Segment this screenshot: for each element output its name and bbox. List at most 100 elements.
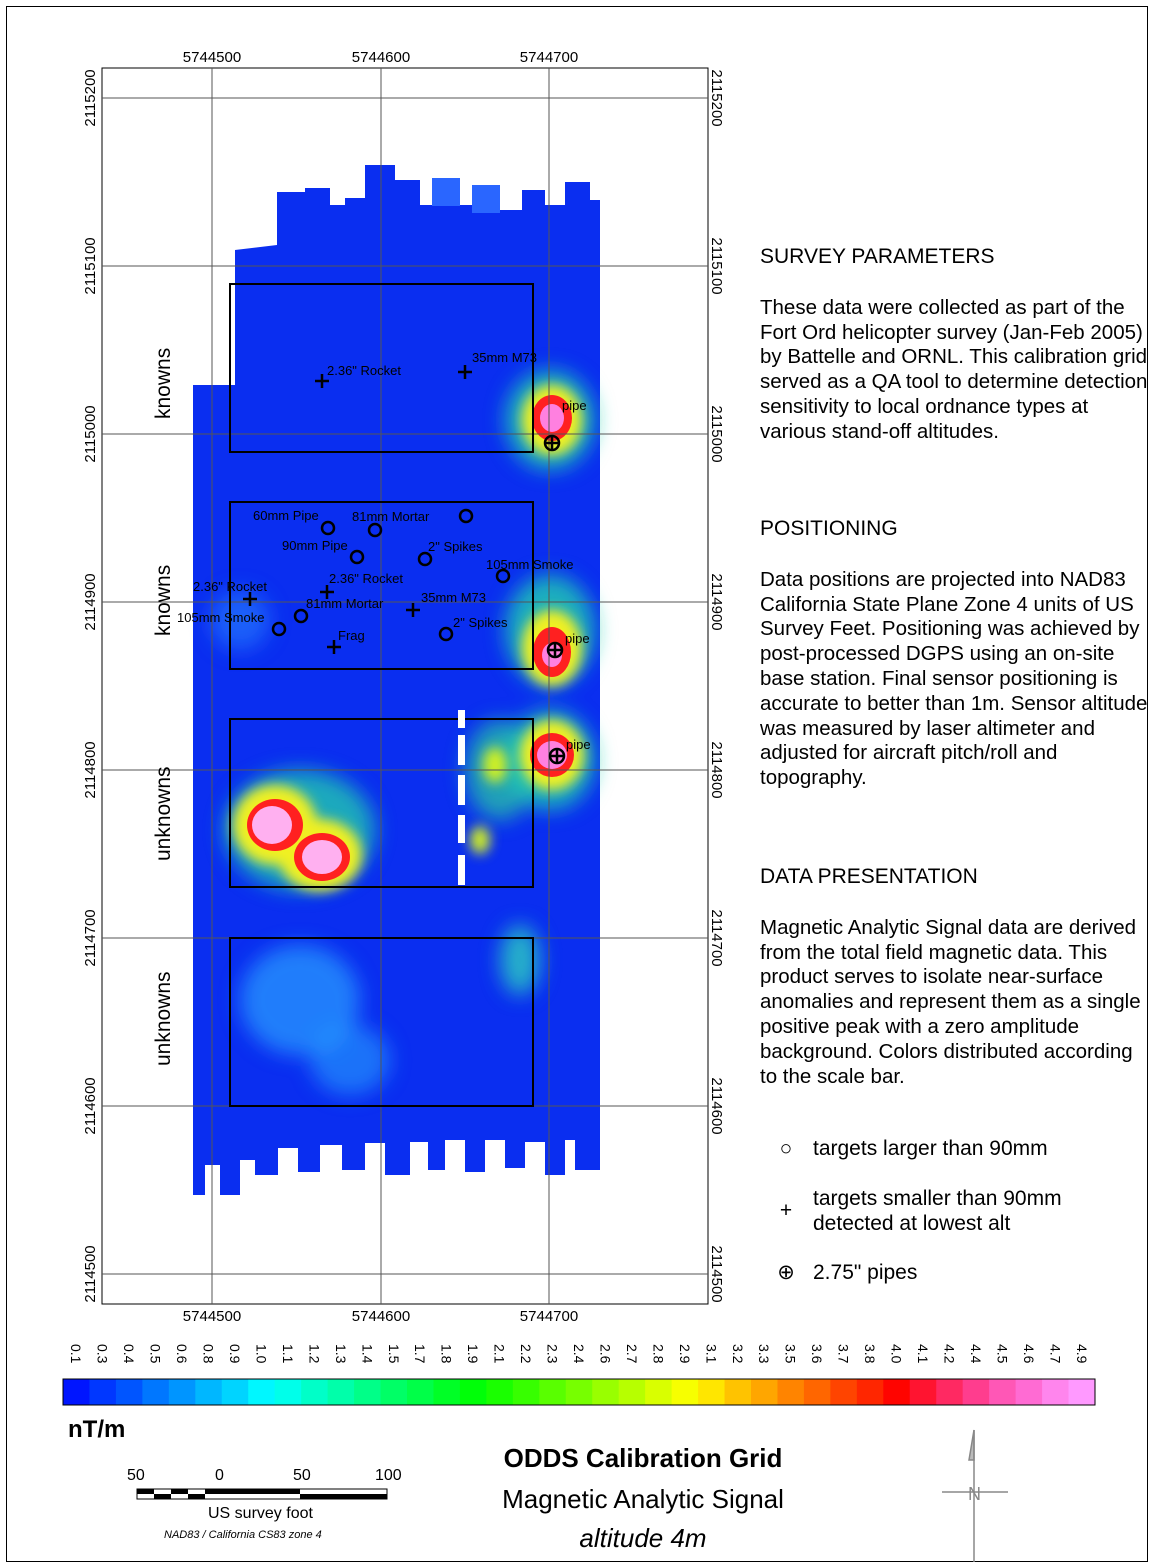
color-bar-cell <box>830 1379 858 1405</box>
color-bar-label: 1.1 <box>280 1344 296 1364</box>
presentation-heading: DATA PRESENTATION <box>760 865 978 888</box>
target-large-81mm-mortar-2 <box>293 608 309 624</box>
color-bar-label: 2.2 <box>518 1344 534 1364</box>
color-bar-labels: 0.1 0.3 0.4 0.5 0.6 0.8 0.9 1.0 1.1 1.2 1.3 1.4 1.5 1… <box>68 1344 1090 1364</box>
survey-text: These data were collected as part of the… <box>760 295 1148 443</box>
color-bar-label: 4.9 <box>1074 1344 1090 1364</box>
bottom-easting-tick: 5744600 <box>352 1308 410 1325</box>
right-northing-tick: 2114500 <box>708 1245 725 1302</box>
color-bar-cell <box>63 1379 90 1405</box>
target-large-90mm-pipe <box>349 549 365 565</box>
circle-icon: ○ <box>779 1137 793 1160</box>
left-northing-tick: 2114700 <box>82 909 99 966</box>
color-bar-cell <box>618 1379 646 1405</box>
color-bar-label: 0.9 <box>227 1344 243 1364</box>
color-bar-cell <box>724 1379 752 1405</box>
color-bar-cell <box>301 1379 329 1405</box>
target-label: 90mm Pipe <box>282 538 348 553</box>
plus-icon: + <box>779 1199 793 1222</box>
color-bar-label: 3.7 <box>836 1344 852 1364</box>
title-line-2: Magnetic Analytic Signal <box>502 1484 784 1514</box>
page-frame <box>6 6 1148 1562</box>
scale-label: 0 <box>215 1467 224 1484</box>
color-bar-cell <box>142 1379 170 1405</box>
scale-label: 50 <box>127 1467 145 1484</box>
target-label: 35mm M73 <box>421 590 486 605</box>
color-bar-label: 0.3 <box>95 1344 111 1364</box>
bottom-easting-tick: 5744500 <box>183 1308 241 1325</box>
color-bar-cell <box>89 1379 117 1405</box>
left-northing-tick: 2114800 <box>82 741 99 798</box>
target-label: 2.36" Rocket <box>329 571 403 586</box>
color-bar-label: 1.7 <box>412 1344 428 1364</box>
target-label: pipe <box>565 631 590 646</box>
northing-tick-layer: 2115200 2115100 2115000 2114900 2114800 … <box>82 69 725 1302</box>
target-label: 81mm Mortar <box>306 596 384 611</box>
color-bar-cell <box>486 1379 514 1405</box>
target-large-81mm-mortar <box>367 522 383 538</box>
color-bar-label: 4.6 <box>1021 1344 1037 1364</box>
target-label: 2.36" Rocket <box>327 363 401 378</box>
color-bar-cell <box>1042 1379 1070 1405</box>
target-large-105mm-smoke <box>495 568 511 584</box>
title-line-3: altitude 4m <box>579 1523 707 1553</box>
legend-pipe-text: 2.75" pipes <box>813 1261 918 1284</box>
right-northing-tick: 2114700 <box>708 909 725 966</box>
data-gap <box>458 710 465 885</box>
color-bar-label: 0.8 <box>201 1344 217 1364</box>
target-label: 105mm Smoke <box>486 557 573 572</box>
color-bar-label: 1.9 <box>465 1344 481 1364</box>
target-label: 2" Spikes <box>428 539 483 554</box>
color-bar-label: 2.8 <box>650 1344 666 1364</box>
color-bar-cell <box>962 1379 990 1405</box>
target-large-spikes <box>417 551 433 567</box>
color-bar-cell <box>883 1379 911 1405</box>
target-large-top <box>458 508 474 524</box>
legend-large-text: targets larger than 90mm <box>813 1137 1048 1160</box>
color-bar-label: 4.2 <box>942 1344 958 1364</box>
data-presentation-section: DATA PRESENTATION Magnetic Analytic Sign… <box>760 865 1152 1089</box>
positioning-section: POSITIONING Data positions are projected… <box>760 517 1152 791</box>
target-large-105mm-smoke-2 <box>271 621 287 637</box>
target-small-markers <box>243 365 472 654</box>
color-bar-label: 3.6 <box>809 1344 825 1364</box>
calibration-grid-boxes <box>229 283 534 1107</box>
color-bar-label: 1.4 <box>359 1344 375 1364</box>
target-large-60mm-pipe <box>320 520 336 536</box>
top-easting-tick: 5744600 <box>352 49 410 66</box>
color-bar-label: 3.3 <box>756 1344 772 1364</box>
presentation-text: Magnetic Analytic Signal data are derive… <box>760 915 1141 1088</box>
color-bar-label: 1.0 <box>254 1344 270 1364</box>
color-bar-label: 3.8 <box>862 1344 878 1364</box>
color-bar-label: 4.7 <box>1047 1344 1063 1364</box>
color-bar-cell <box>1068 1379 1096 1405</box>
target-label: pipe <box>562 398 587 413</box>
pipe-markers <box>543 434 566 765</box>
survey-heading: SURVEY PARAMETERS <box>760 245 995 268</box>
color-bar-label: 2.6 <box>598 1344 614 1364</box>
color-bar-label: 3.5 <box>783 1344 799 1364</box>
target-label: Frag <box>338 628 365 643</box>
north-arrow <box>942 1429 1008 1562</box>
color-bar-cell <box>936 1379 964 1405</box>
target-label: 2" Spikes <box>453 615 508 630</box>
target-label-layer: 2.36" Rocket 35mm M73 pipe 60mm Pipe 81m… <box>177 350 591 752</box>
color-bar-label: 0.1 <box>68 1344 84 1364</box>
scale-unit: US survey foot <box>208 1505 313 1522</box>
color-bar-label: 3.1 <box>703 1344 719 1364</box>
color-bar-cell <box>327 1379 355 1405</box>
color-bar-cell <box>433 1379 461 1405</box>
color-bar-cell <box>512 1379 540 1405</box>
grid-label: knowns <box>152 348 175 419</box>
color-bar-label: 4.1 <box>915 1344 931 1364</box>
color-bar-cell <box>195 1379 223 1405</box>
target-large-spikes-2 <box>438 626 454 642</box>
color-bar-cell <box>221 1379 249 1405</box>
color-bar-cell <box>168 1379 196 1405</box>
color-bar-outline <box>62 1378 1096 1406</box>
color-bar-cell <box>1015 1379 1043 1405</box>
color-bar-cell <box>115 1379 143 1405</box>
color-bar-label: 2.1 <box>492 1344 508 1364</box>
map-frame <box>101 67 709 1305</box>
